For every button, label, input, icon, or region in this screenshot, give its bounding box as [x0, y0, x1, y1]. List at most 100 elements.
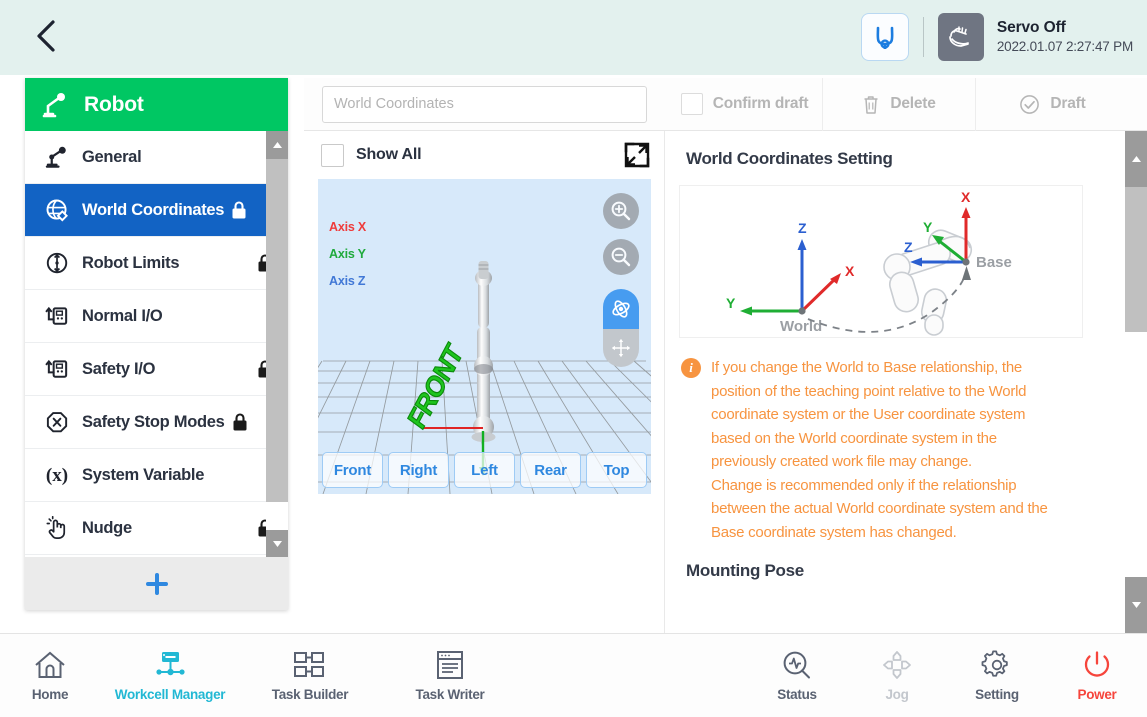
nav-task-writer[interactable]: Task Writer: [380, 634, 520, 717]
back-button[interactable]: [22, 12, 70, 60]
sidebar-item-robot-limits[interactable]: Robot Limits: [25, 237, 288, 290]
base-axis-x: X: [961, 189, 971, 205]
view-right-button[interactable]: Right: [388, 452, 449, 488]
show-all-checkbox[interactable]: [321, 143, 344, 167]
viewport-3d-canvas[interactable]: FRONT Axis X Axis Y Axis Z: [318, 179, 651, 494]
view-left-button[interactable]: Left: [454, 452, 515, 488]
coordinate-name-input[interactable]: [322, 85, 647, 123]
header-divider: [922, 17, 924, 57]
sidebar-item-general[interactable]: General: [25, 131, 288, 184]
sidebar-item-system-variable[interactable]: (x) System Variable: [25, 449, 288, 502]
svg-text:(x): (x): [46, 465, 68, 486]
task-builder-icon: [294, 652, 324, 677]
caret-up-icon: [272, 142, 282, 148]
sidebar-title: Robot: [84, 92, 144, 116]
base-label: Base: [976, 254, 1012, 271]
nav-task-builder[interactable]: Task Builder: [240, 634, 380, 717]
gear-icon: [981, 650, 1008, 677]
nav-label: Home: [31, 687, 69, 702]
workcell-icon: [156, 652, 185, 676]
caret-up-icon: [1131, 156, 1141, 162]
limits-circle-icon: [42, 251, 72, 276]
chevron-left-icon: [37, 20, 55, 52]
right-panel: World Coordinates Setting Z Y X World: [665, 131, 1147, 633]
nav-label: Status: [777, 687, 817, 702]
viewport-panel: Show All: [304, 131, 665, 633]
sidebar-item-nudge[interactable]: Nudge: [25, 502, 288, 555]
expand-arrows-icon: [624, 142, 650, 168]
show-all-label: Show All: [356, 146, 422, 163]
top-toolbar: Confirm draft Delete Draft: [304, 77, 1147, 131]
draft-label: Draft: [1050, 95, 1086, 112]
lock-icon: [230, 200, 248, 220]
scroll-up-button[interactable]: [1125, 131, 1147, 187]
scroll-thumb[interactable]: [266, 159, 288, 502]
axis-z-label: Axis Z: [329, 274, 366, 288]
datetime-label: 2022.01.07 2:27:47 PM: [996, 39, 1133, 55]
confirm-draft-checkbox[interactable]: Confirm draft: [667, 78, 822, 131]
sidebar-item-label: System Variable: [82, 465, 205, 484]
axis-y-label: Axis Y: [329, 247, 366, 261]
scroll-down-button[interactable]: [1125, 577, 1147, 633]
nav-jog[interactable]: Jog: [847, 634, 947, 717]
nav-power[interactable]: Power: [1047, 634, 1147, 717]
nav-label: Task Builder: [271, 687, 349, 702]
sidebar-item-label: Safety I/O: [82, 359, 156, 378]
base-axis-y: Y: [923, 219, 933, 235]
delete-button[interactable]: Delete: [823, 78, 975, 131]
nav-label: Setting: [975, 687, 1019, 702]
sidebar-item-label: General: [82, 147, 142, 166]
world-axis-y: Y: [726, 295, 736, 311]
zoom-in-button[interactable]: [603, 193, 639, 229]
io-port-icon: [42, 357, 72, 382]
view-rear-button[interactable]: Rear: [520, 452, 581, 488]
variable-x-icon: (x): [42, 463, 72, 487]
home-icon: [35, 651, 65, 678]
viewport-mode-toggle[interactable]: [603, 289, 639, 367]
zoom-in-icon: [611, 201, 631, 221]
sidebar-item-safety-io[interactable]: Safety I/O: [25, 343, 288, 396]
pan-mode-button[interactable]: [603, 329, 639, 367]
header-bar: Servo Off 2022.01.07 2:27:47 PM: [0, 0, 1147, 75]
globe-axis-icon: [42, 198, 72, 223]
status-pulse-icon: [783, 651, 810, 679]
scroll-thumb[interactable]: [1125, 187, 1147, 332]
sidebar-item-world-coordinates[interactable]: World Coordinates: [25, 184, 288, 237]
nav-status[interactable]: Status: [747, 634, 847, 717]
zoom-out-button[interactable]: [603, 239, 639, 275]
info-icon: i: [681, 358, 701, 378]
sidebar-item-safety-stop-modes[interactable]: Safety Stop Modes: [25, 396, 288, 449]
sidebar-item-label: Normal I/O: [82, 306, 163, 325]
scroll-down-button[interactable]: [266, 530, 288, 558]
view-front-button[interactable]: Front: [322, 452, 383, 488]
nav-setting[interactable]: Setting: [947, 634, 1047, 717]
robot-arm-icon: [42, 92, 65, 117]
servo-text-block: Servo Off 2022.01.07 2:27:47 PM: [997, 18, 1133, 56]
sidebar-item-label: Robot Limits: [82, 253, 180, 272]
toolbar-divider: [822, 77, 823, 131]
stop-octagon-icon: [42, 410, 72, 435]
rotate-mode-button[interactable]: [603, 289, 639, 329]
lock-icon: [231, 412, 249, 432]
nav-left-group: Home Workcell Manager: [0, 634, 520, 717]
checkbox-box[interactable]: [680, 93, 703, 115]
delete-label: Delete: [890, 95, 936, 112]
nav-label: Workcell Manager: [114, 687, 226, 702]
view-top-button[interactable]: Top: [586, 452, 647, 488]
manual-mode-indicator[interactable]: [937, 13, 984, 61]
sidebar-item-normal-io[interactable]: Normal I/O: [25, 290, 288, 343]
scroll-up-button[interactable]: [266, 131, 288, 159]
right-panel-scrollbar[interactable]: [1125, 131, 1147, 633]
sidebar-item-label: Nudge: [82, 518, 132, 537]
draft-button[interactable]: Draft: [976, 78, 1129, 131]
add-item-button[interactable]: [25, 557, 288, 610]
nav-home[interactable]: Home: [0, 634, 100, 717]
robot-home-button[interactable]: [860, 13, 909, 61]
toolbar-divider: [975, 77, 976, 131]
sidebar-scrollbar[interactable]: [266, 131, 288, 558]
view-buttons-group: Front Right Left Rear Top: [322, 452, 647, 488]
nav-label: Task Writer: [415, 687, 485, 702]
nav-workcell-manager[interactable]: Workcell Manager: [100, 634, 240, 717]
expand-button[interactable]: [624, 142, 650, 168]
